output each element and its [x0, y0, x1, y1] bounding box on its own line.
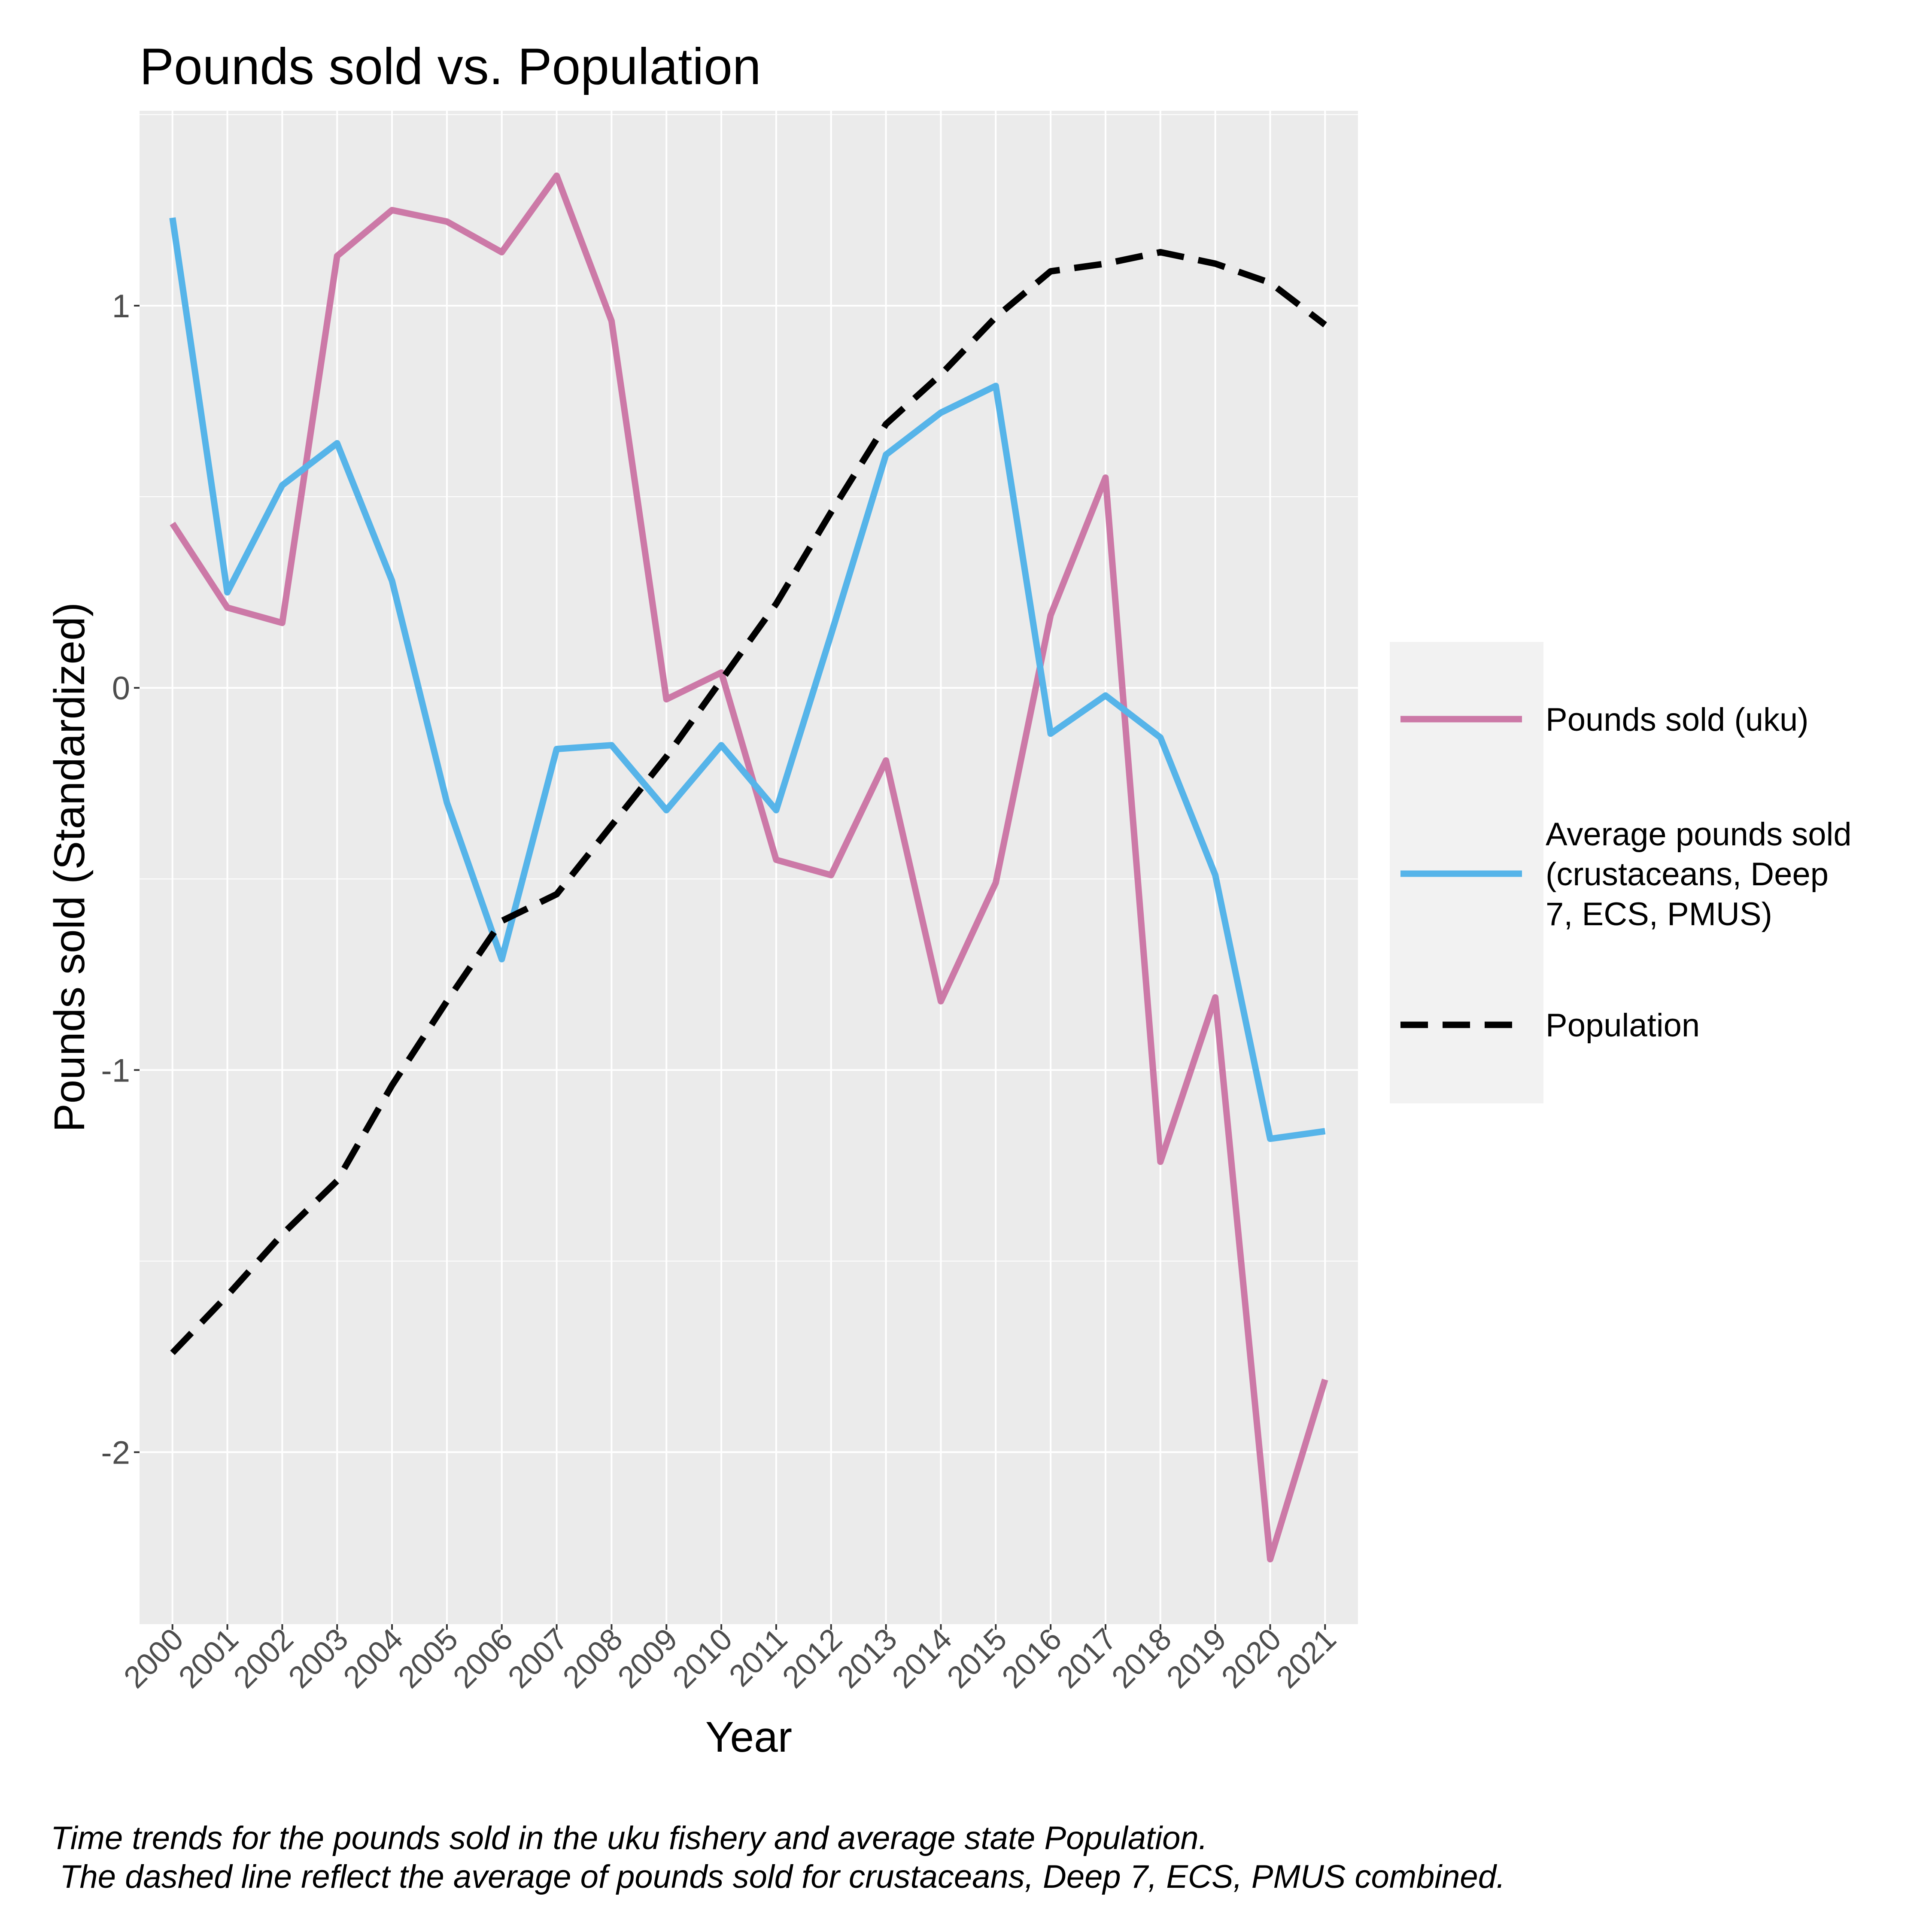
x-tick-label: 2011	[723, 1622, 794, 1693]
x-axis: 2000200120022003200420052006200720082009…	[117, 1622, 1343, 1695]
x-tick-label: 2008	[556, 1622, 629, 1695]
x-tick-label: 2020	[1215, 1622, 1288, 1695]
chart-title: Pounds sold vs. Population	[140, 38, 761, 95]
x-tick-label: 2005	[392, 1622, 465, 1695]
x-tick-label: 2003	[282, 1622, 355, 1695]
legend: Pounds sold (uku) Average pounds sold (cru…	[1400, 702, 1852, 1044]
x-tick-label: 2001	[172, 1622, 245, 1695]
x-tick-label: 2004	[337, 1622, 410, 1695]
x-tick-label: 2002	[227, 1622, 300, 1695]
x-tick-label: 2012	[776, 1622, 849, 1695]
y-tick-label: -1	[101, 1052, 130, 1089]
x-tick-label: 2013	[831, 1622, 904, 1695]
plot-panel	[140, 111, 1358, 1624]
x-tick-label: 2014	[886, 1622, 959, 1695]
x-tick-label: 2017	[1050, 1622, 1123, 1695]
legend-label-1: Average pounds sold (crustaceans, Deep 7, …	[1546, 816, 1852, 933]
x-tick-label: 2019	[1160, 1622, 1233, 1695]
series-line-2	[170, 249, 1327, 1355]
caption-line-2: The dashed line reflect the average of p…	[51, 1859, 1506, 1895]
y-tick-label: -2	[101, 1434, 130, 1471]
x-axis-label: Year	[705, 1713, 792, 1761]
x-tick-label: 2018	[1105, 1622, 1178, 1695]
x-tick-label: 2000	[117, 1622, 190, 1695]
y-axis-label: Pounds sold (Standardized)	[46, 602, 94, 1132]
x-tick-label: 2016	[996, 1622, 1069, 1695]
y-tick-label: 1	[112, 288, 130, 325]
y-axis: -2 -1 0 1	[101, 288, 140, 1471]
caption-line-1: Time trends for the pounds sold in the u…	[51, 1820, 1208, 1856]
x-tick-label: 2007	[501, 1622, 574, 1695]
legend-label-2: Population	[1546, 1007, 1700, 1044]
x-tick-label: 2010	[666, 1622, 739, 1695]
y-tick-label: 0	[112, 670, 130, 707]
x-tick-label: 2021	[1270, 1622, 1343, 1695]
x-tick-label: 2009	[611, 1622, 684, 1695]
legend-label-0: Pounds sold (uku)	[1546, 702, 1809, 738]
series-line-1	[169, 217, 1326, 1142]
series-line-0	[170, 172, 1328, 1563]
series-lines	[169, 172, 1328, 1563]
gridlines	[140, 111, 1358, 1624]
x-tick-label: 2006	[447, 1622, 519, 1695]
x-tick-label: 2015	[941, 1622, 1014, 1695]
